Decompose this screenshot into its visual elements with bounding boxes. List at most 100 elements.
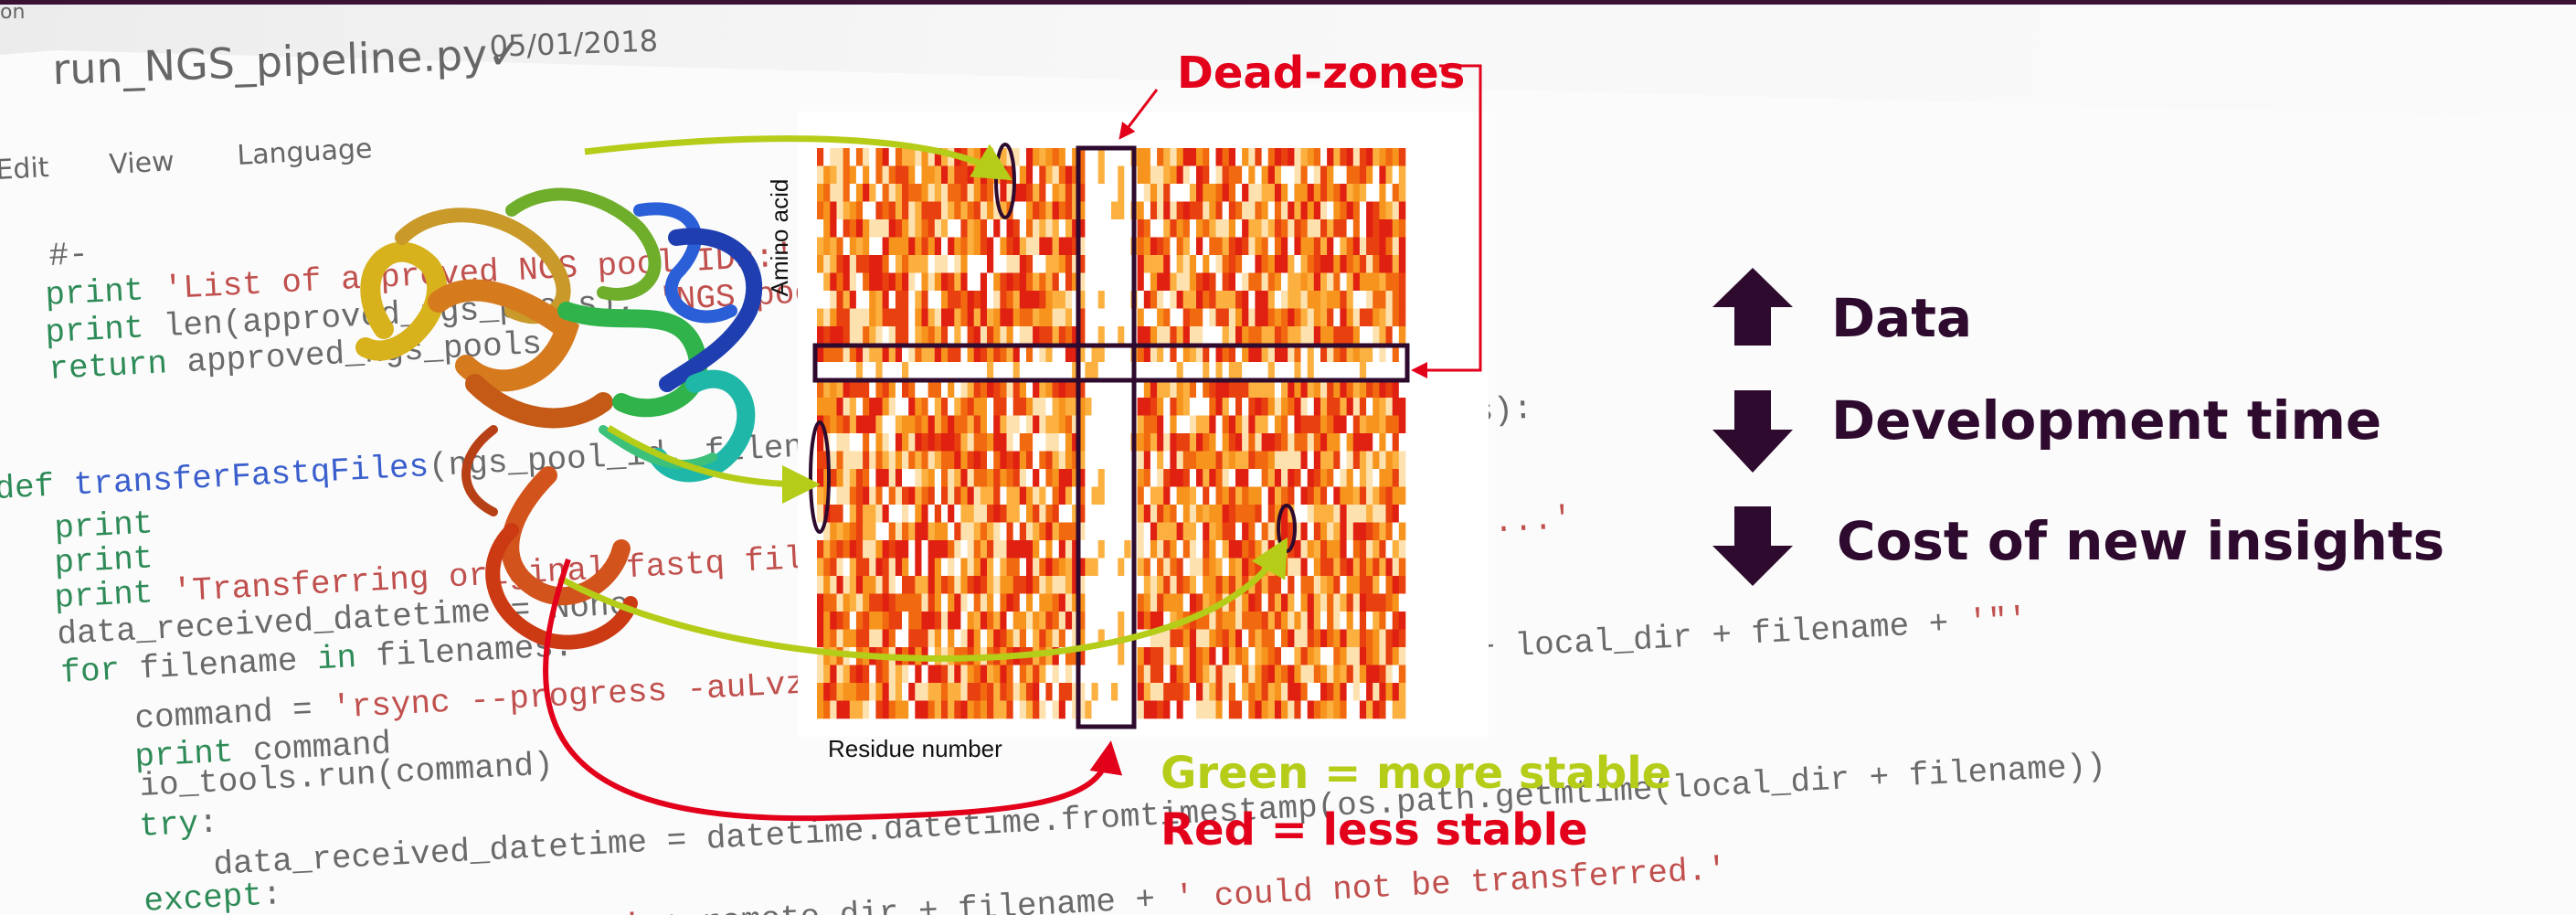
- heatmap-cell: [856, 255, 864, 273]
- heatmap-cell: [1177, 576, 1184, 594]
- heatmap-cell: [1262, 540, 1269, 559]
- heatmap-cell: [817, 576, 824, 594]
- heatmap-cell: [1045, 433, 1053, 452]
- heatmap-cell: [922, 701, 929, 719]
- heatmap-cell: [1013, 701, 1021, 719]
- heatmap-cell: [1216, 665, 1224, 684]
- heatmap-cell: [1053, 184, 1060, 202]
- heatmap-cell: [954, 469, 961, 487]
- heatmap-cell: [1242, 416, 1249, 434]
- heatmap-cell: [1138, 273, 1145, 292]
- heatmap-cell: [1209, 701, 1216, 719]
- heatmap-cell: [902, 255, 909, 273]
- heatmap-cell: [1366, 612, 1373, 630]
- heatmap-cell: [948, 416, 955, 434]
- heatmap-cell: [1085, 523, 1092, 541]
- heatmap-cell: [1190, 398, 1197, 416]
- heatmap-cell: [1288, 255, 1295, 273]
- heatmap-cell: [1235, 326, 1243, 345]
- heatmap-cell: [1157, 148, 1164, 166]
- heatmap-cell: [1111, 665, 1118, 684]
- heatmap-cell: [1183, 166, 1191, 185]
- heatmap-cell: [1045, 291, 1053, 309]
- heatmap-cell: [1059, 701, 1066, 719]
- heatmap-cell: [908, 238, 916, 256]
- heatmap-cell: [1379, 362, 1386, 380]
- heatmap-cell: [1248, 505, 1256, 523]
- heatmap-cell: [1347, 219, 1354, 238]
- heatmap-cell: [1366, 523, 1373, 541]
- heatmap-cell: [1255, 148, 1262, 166]
- heatmap-cell: [987, 362, 994, 380]
- heatmap-cell: [1333, 416, 1341, 434]
- heatmap-cell: [889, 523, 896, 541]
- heatmap-cell: [1007, 576, 1014, 594]
- heatmap-cell: [1203, 326, 1210, 345]
- heatmap-cell: [948, 433, 955, 452]
- heatmap-cell: [875, 612, 883, 630]
- heatmap-cell: [1059, 469, 1066, 487]
- heatmap-cell: [941, 273, 949, 292]
- heatmap-cell: [1255, 326, 1262, 345]
- heatmap-cell: [987, 184, 994, 202]
- heatmap-cell: [1340, 487, 1347, 505]
- heatmap-cell: [1235, 540, 1243, 559]
- heatmap-cell: [1242, 184, 1249, 202]
- heatmap-cell: [1026, 683, 1034, 701]
- heatmap-cell: [869, 683, 876, 701]
- heatmap-cell: [1248, 219, 1256, 238]
- heatmap-cell: [1242, 202, 1249, 220]
- heatmap-cell: [1183, 398, 1191, 416]
- heatmap-cell: [1262, 647, 1269, 665]
- heatmap-cell: [1039, 630, 1046, 648]
- heatmap-cell: [1235, 559, 1243, 577]
- heatmap-cell: [1373, 665, 1380, 684]
- heatmap-cell: [1007, 701, 1014, 719]
- heatmap-cell: [1393, 505, 1400, 523]
- menu-item[interactable]: View: [109, 145, 175, 181]
- heatmap-cell: [1045, 148, 1053, 166]
- heatmap-cell: [1111, 202, 1118, 220]
- legend-green: Green = more stable: [1161, 748, 1671, 799]
- heatmap-cell: [1347, 148, 1354, 166]
- heatmap-cell: [1177, 630, 1184, 648]
- heatmap-cell: [922, 184, 929, 202]
- heatmap-cell: [993, 701, 1001, 719]
- heatmap-cell: [1013, 326, 1021, 345]
- heatmap-cell: [1053, 273, 1060, 292]
- heatmap-cell: [948, 166, 955, 185]
- heatmap-cell: [1000, 291, 1007, 309]
- heatmap-cell: [935, 433, 942, 452]
- heatmap-cell: [1393, 433, 1400, 452]
- heatmap-cell: [1138, 362, 1145, 380]
- heatmap-cell: [1118, 612, 1125, 630]
- heatmap-cell: [1177, 362, 1184, 380]
- heatmap-cell: [1242, 166, 1249, 185]
- menu-item[interactable]: Edit: [0, 152, 50, 186]
- heatmap-cell: [922, 452, 929, 470]
- heatmap-cell: [1360, 630, 1367, 648]
- heatmap-cell: [993, 238, 1001, 256]
- heatmap-cell: [1196, 255, 1203, 273]
- heatmap-cell: [1170, 683, 1177, 701]
- heatmap-cell: [1013, 362, 1021, 380]
- heatmap-cell: [1223, 362, 1230, 380]
- heatmap-cell: [1229, 273, 1236, 292]
- heatmap-cell: [1301, 148, 1309, 166]
- heatmap-cell: [960, 309, 968, 327]
- heatmap-cell: [922, 540, 929, 559]
- heatmap-cell: [1098, 701, 1106, 719]
- heatmap-cell: [1045, 238, 1053, 256]
- heatmap-cell: [993, 452, 1001, 470]
- heatmap-cell: [1216, 326, 1224, 345]
- heatmap-cell: [948, 219, 955, 238]
- heatmap-cell: [1183, 630, 1191, 648]
- heatmap-cell: [837, 452, 844, 470]
- heatmap-cell: [1288, 701, 1295, 719]
- heatmap-cell: [1053, 505, 1060, 523]
- heatmap-cell: [948, 630, 955, 648]
- heatmap-cell: [843, 398, 851, 416]
- heatmap-cell: [875, 362, 883, 380]
- heatmap-cell: [843, 309, 851, 327]
- heatmap-cell: [1235, 273, 1243, 292]
